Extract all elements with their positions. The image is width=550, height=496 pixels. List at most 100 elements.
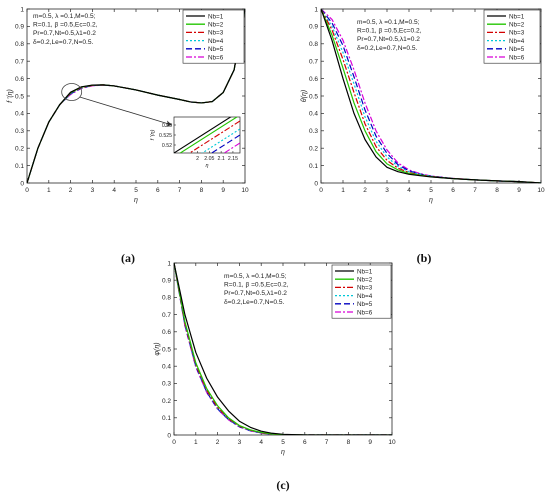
inset-chart: 2 2.05 2.1 2.15 0.52 0.525 0.53 η f '(η) — [150, 116, 241, 169]
x-tick-label: 10 — [241, 187, 249, 194]
inset-y-tick-label: 0.52 — [162, 143, 172, 149]
y-axis-label: θ(η) — [301, 90, 308, 102]
x-tick-label: 3 — [238, 439, 242, 446]
x-tick-label: 1 — [194, 439, 198, 446]
y-tick-label: 0.3 — [15, 128, 24, 135]
x-tick-label: 0 — [319, 187, 323, 194]
legend-label: Nb=1 — [357, 268, 373, 275]
x-tick-label: 7 — [325, 439, 329, 446]
legend-box — [182, 9, 245, 64]
x-tick-label: 3 — [91, 187, 95, 194]
y-tick-label: 0.1 — [309, 163, 318, 170]
y-tick-label: 0.9 — [309, 24, 318, 31]
x-tick-label: 7 — [178, 187, 182, 194]
inset-x-tick-label: 2.05 — [204, 156, 214, 162]
legend-label: Nb=6 — [208, 54, 224, 61]
y-tick-label: 0.5 — [162, 346, 171, 353]
series-group — [27, 9, 245, 183]
x-axis-label: η — [134, 197, 138, 204]
x-tick-label: 10 — [537, 187, 545, 194]
legend: Nb=1 Nb=2Nb=3Nb=4Nb=5Nb=6 — [331, 264, 392, 319]
y-tick-label: 0.1 — [15, 163, 24, 170]
y-tick-label: 0.4 — [309, 111, 318, 118]
y-tick-label: 0.8 — [162, 295, 171, 302]
x-tick-label: 4 — [112, 187, 116, 194]
parameter-text: Pr=0.7,Nt=0.5,λ1=0.2 — [357, 36, 420, 43]
y-tick-label: 0 — [167, 432, 171, 439]
parameter-text: R=0.1, β =0.5,Ec=0.2, — [357, 28, 422, 35]
x-tick-label: 10 — [388, 439, 396, 446]
y-tick-label: 1 — [314, 6, 318, 13]
x-tick-label: 9 — [221, 187, 225, 194]
y-tick-label: 0.3 — [309, 128, 318, 135]
x-tick-label: 9 — [368, 439, 372, 446]
x-tick-label: 5 — [281, 439, 285, 446]
series-line-4 — [321, 9, 541, 183]
x-tick-label: 6 — [451, 187, 455, 194]
series-group — [174, 263, 392, 435]
x-tick-label: 5 — [429, 187, 433, 194]
y-tick-label: 0.5 — [15, 93, 24, 100]
y-tick-label: 0.7 — [162, 312, 171, 319]
legend-label: Nb=5 — [509, 46, 525, 53]
parameter-text: m=0.5, λ =0.1,M=0.5; — [224, 273, 287, 280]
inset-series-line-1 — [174, 117, 232, 153]
y-tick-label: 0.8 — [309, 41, 318, 48]
y-tick-label: 0.1 — [162, 415, 171, 422]
x-tick-label: 3 — [385, 187, 389, 194]
parameter-text: Pr=0.7,Nt=0.5,λ1=0.2 — [33, 30, 96, 37]
panel-label-a: (a) — [121, 251, 135, 265]
x-tick-label: 6 — [156, 187, 160, 194]
y-tick-label: 0.2 — [15, 146, 24, 153]
inset-plot-area — [173, 116, 241, 154]
legend-label: Nb=2 — [208, 22, 224, 29]
legend-label: Nb=3 — [509, 30, 525, 37]
y-tick-label: 0.9 — [162, 278, 171, 285]
parameter-text: m=0.5, λ =0.1,M=0.5; — [33, 13, 96, 20]
y-tick-label: 0.6 — [15, 76, 24, 83]
y-tick-label: 0.7 — [309, 59, 318, 66]
inset-y-tick-label: 0.525 — [159, 133, 172, 139]
x-axis-label: η — [429, 197, 433, 204]
inset-x-tick-label: 2 — [196, 156, 199, 162]
y-tick-label: 0.9 — [15, 24, 24, 31]
legend-label: Nb=6 — [357, 309, 373, 316]
x-tick-label: 0 — [172, 439, 176, 446]
series-line-1 — [321, 9, 541, 183]
x-tick-label: 1 — [47, 187, 51, 194]
y-tick-label: 1 — [167, 260, 171, 267]
y-tick-label: 0.6 — [162, 329, 171, 336]
x-tick-label: 4 — [407, 187, 411, 194]
parameter-text: δ=0.2,Le=0.7,N=0.5. — [224, 299, 284, 306]
legend-label: Nb=5 — [357, 301, 373, 308]
legend-label: Nb=4 — [509, 38, 525, 45]
parameter-text: δ=0.2,Le=0.7,N=0.5. — [33, 39, 93, 46]
inset-y-tick-label: 0.53 — [162, 123, 172, 129]
x-tick-label: 8 — [347, 439, 351, 446]
zoom-circle — [61, 83, 83, 101]
inset-series-line-4 — [201, 128, 240, 153]
x-tick-label: 7 — [473, 187, 477, 194]
x-tick-label: 2 — [216, 439, 220, 446]
legend: Nb=1 Nb=2Nb=3Nb=4Nb=5Nb=6 — [483, 9, 541, 64]
parameter-text: R=0.1, β =0.5,Ec=0.2, — [33, 22, 98, 29]
legend-label: Nb=3 — [357, 285, 373, 292]
legend-label: Nb=2 — [357, 277, 373, 284]
legend-label: Nb=4 — [357, 293, 373, 300]
x-tick-label: 9 — [517, 187, 521, 194]
y-tick-label: 0.2 — [309, 146, 318, 153]
inset-series-group — [174, 117, 240, 153]
zoom-arrow — [79, 96, 173, 126]
legend-box — [483, 9, 541, 64]
x-tick-label: 4 — [259, 439, 263, 446]
parameter-text: δ=0.2,Le=0.7,N=0.5. — [357, 45, 417, 52]
series-line-1 — [27, 9, 245, 183]
parameter-text: m=0.5, λ =0.1,M=0.5; — [357, 19, 420, 26]
inset-y-axis-label: f '(η) — [150, 129, 156, 140]
y-tick-label: 0 — [20, 180, 24, 187]
zoom-arrowhead — [164, 120, 172, 127]
parameter-text: Pr=0.7,Nt=0.5,λ1=0.2 — [224, 290, 287, 297]
y-tick-label: 1 — [20, 6, 24, 13]
y-tick-label: 0.3 — [162, 381, 171, 388]
